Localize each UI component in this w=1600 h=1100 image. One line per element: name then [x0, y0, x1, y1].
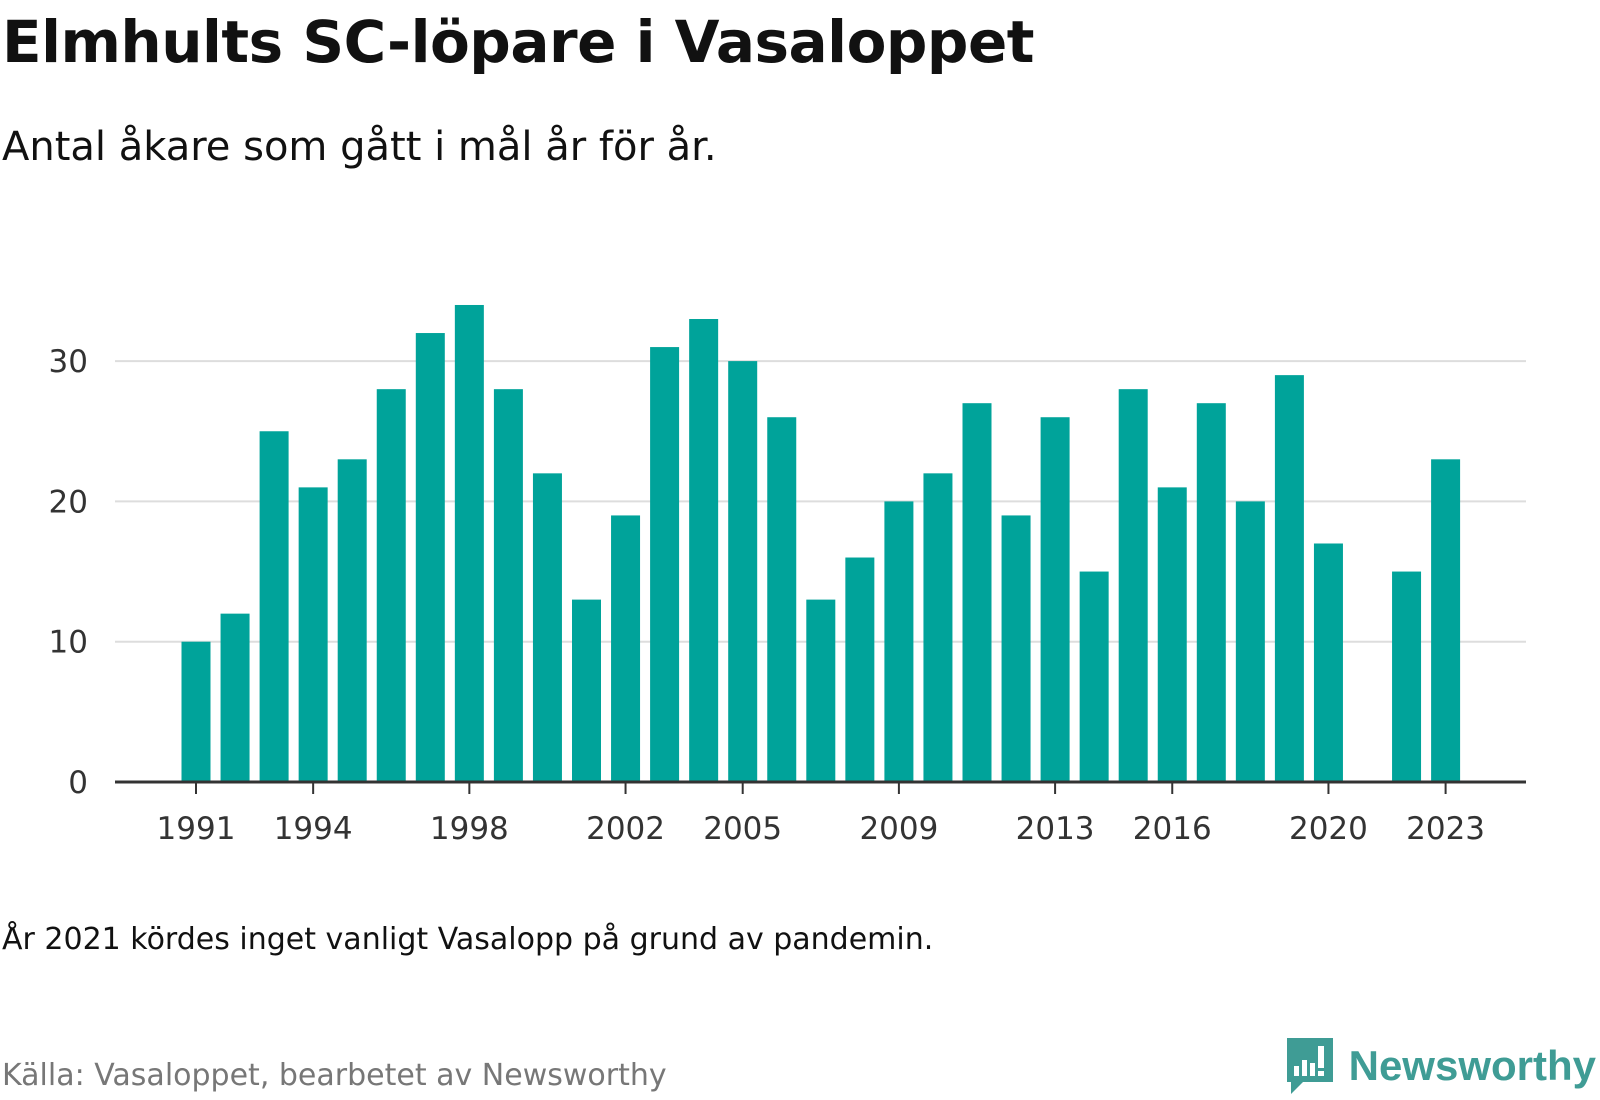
chart-title: Elmhults SC-löpare i Vasaloppet [2, 8, 1035, 76]
bar-2014 [1079, 571, 1109, 782]
bar-1999 [493, 389, 523, 782]
bar-2016 [1157, 487, 1187, 782]
chart-note: År 2021 kördes inget vanligt Vasalopp på… [2, 922, 934, 957]
y-tick-label-0: 0 [68, 765, 88, 801]
bar-2011 [962, 403, 992, 782]
source-credit: Källa: Vasaloppet, bearbetet av Newswort… [2, 1058, 667, 1093]
x-tick-label-2013: 2013 [1016, 811, 1095, 847]
bar-2013 [1040, 417, 1070, 782]
bar-2007 [806, 599, 836, 782]
bar-2000 [532, 473, 562, 782]
bar-2003 [650, 347, 680, 782]
x-tick-label-1991: 1991 [157, 811, 236, 847]
bar-2017 [1196, 403, 1226, 782]
bar-2010 [923, 473, 953, 782]
bar-1998 [454, 304, 484, 782]
bar-1991 [181, 641, 211, 782]
y-tick-label-20: 20 [49, 484, 88, 520]
y-tick-label-10: 10 [49, 625, 88, 661]
bar-1993 [259, 431, 289, 782]
x-tick-label-2016: 2016 [1133, 811, 1212, 847]
tick-labels: 0 10 20 30 1991 1994 1998 2002 2005 2009 2013 2016 2… [49, 344, 1486, 847]
bars [181, 304, 1461, 782]
bar-2008 [845, 557, 875, 782]
bar-2012 [1001, 515, 1031, 782]
bar-2009 [884, 501, 914, 782]
newsworthy-brand: Newsworthy [1285, 1038, 1596, 1094]
x-tick-label-1998: 1998 [430, 811, 509, 847]
bar-1994 [298, 487, 328, 782]
bar-1997 [415, 333, 445, 782]
bar-2005 [728, 361, 758, 782]
x-tick-label-2023: 2023 [1406, 811, 1485, 847]
bar-1995 [337, 459, 367, 782]
x-tick-label-2020: 2020 [1289, 811, 1368, 847]
bar-chart: 0 10 20 30 1991 1994 1998 2002 2005 2009 2013 2016 2… [49, 304, 1526, 847]
y-tick-label-30: 30 [49, 344, 88, 380]
chart-subtitle: Antal åkare som gått i mål år för år. [2, 124, 717, 170]
bar-2020 [1313, 543, 1343, 782]
x-tick-label-1994: 1994 [274, 811, 353, 847]
x-tick-label-2009: 2009 [859, 811, 938, 847]
bar-2019 [1274, 375, 1304, 782]
newsworthy-logo-icon [1286, 1038, 1333, 1094]
x-axis [115, 780, 1526, 794]
bar-2004 [689, 319, 719, 782]
bar-2022 [1392, 571, 1422, 782]
bar-2001 [572, 599, 601, 782]
bar-2002 [611, 515, 641, 782]
bar-1996 [376, 389, 406, 782]
bar-2015 [1118, 389, 1148, 782]
x-tick-label-2002: 2002 [586, 811, 665, 847]
bar-2018 [1235, 501, 1265, 782]
x-tick-label-2005: 2005 [703, 811, 782, 847]
bar-1992 [220, 613, 250, 782]
bar-2023 [1431, 459, 1461, 782]
brand-name: Newsworthy [1348, 1042, 1596, 1089]
bar-2006 [767, 417, 797, 782]
